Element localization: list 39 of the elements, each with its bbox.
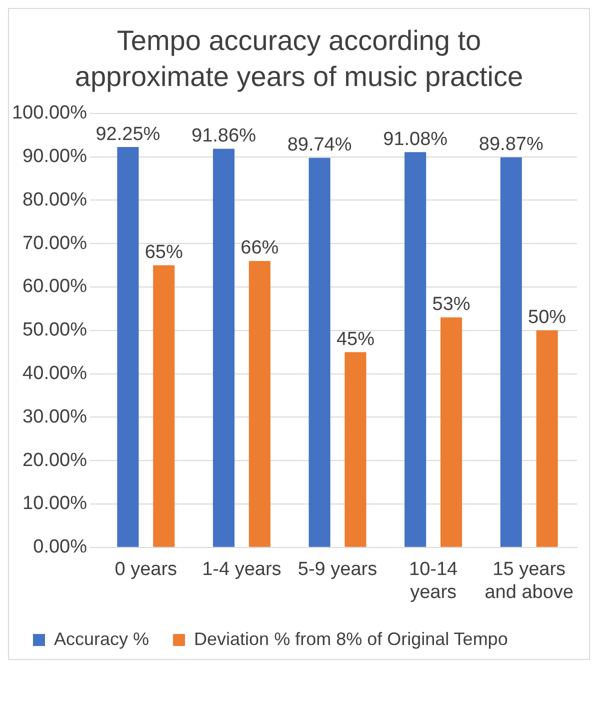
x-tick-label: 15 years and above <box>484 559 574 603</box>
legend-label: Accuracy % <box>54 628 150 649</box>
y-tick-label: 10.00% <box>22 493 88 514</box>
y-tick-label: 60.00% <box>22 276 88 298</box>
y-tick-label: 30.00% <box>22 406 88 428</box>
y-tick-label: 80.00% <box>22 189 88 210</box>
data-label: 50% <box>528 307 566 328</box>
x-tick-label: 10-14 years <box>408 559 458 603</box>
data-label: 92.25% <box>96 124 160 145</box>
data-label: 65% <box>144 242 183 264</box>
y-tick-label: 0.00% <box>33 536 88 558</box>
data-label: 89.87% <box>478 134 544 156</box>
y-tick-label: 90.00% <box>22 146 88 168</box>
y-tick-label: 70.00% <box>22 232 88 254</box>
bar <box>440 317 462 547</box>
bar <box>212 148 235 547</box>
y-tick-label: 20.00% <box>22 450 88 471</box>
chart-title: Tempo accuracy according to approximate years of music practice <box>74 24 524 94</box>
bar <box>536 330 558 547</box>
data-label: 89.74% <box>287 134 352 156</box>
data-label: 91.86% <box>192 125 256 146</box>
x-tick-label: 5-9 years <box>298 559 378 580</box>
legend-label: Deviation % from 8% of Original Tempo <box>194 628 508 649</box>
y-tick-label: 100.00% <box>12 102 88 124</box>
bar <box>308 158 330 547</box>
y-tick-label: 40.00% <box>22 363 88 384</box>
x-tick-label: 0 years <box>114 559 178 580</box>
data-label: 66% <box>240 238 279 259</box>
bar <box>404 152 426 547</box>
x-tick-label: 1-4 years <box>202 559 282 580</box>
data-label: 91.08% <box>383 128 448 150</box>
bar <box>500 157 522 547</box>
bar <box>117 147 139 547</box>
y-tick-label: 50.00% <box>22 320 88 341</box>
bar <box>248 260 270 547</box>
bar <box>153 265 175 547</box>
data-label: 53% <box>432 294 470 316</box>
bar <box>344 352 366 547</box>
data-label: 45% <box>336 328 375 350</box>
